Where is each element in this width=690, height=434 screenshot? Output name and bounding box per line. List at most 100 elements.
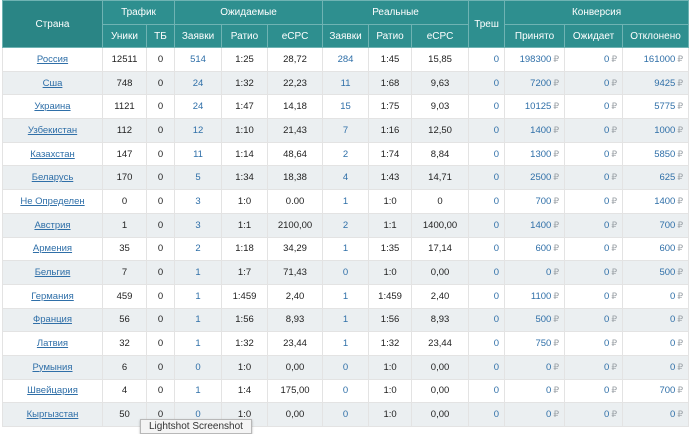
trash-link[interactable]: 0 (493, 267, 500, 279)
country-link[interactable]: Россия (36, 53, 69, 65)
real-requests-link[interactable]: 284 (337, 53, 354, 65)
real-requests-link[interactable]: 2 (342, 148, 349, 160)
accepted-link[interactable]: 1400 (530, 124, 552, 136)
real-requests-link[interactable]: 2 (342, 219, 349, 231)
accepted-link[interactable]: 10125 (524, 101, 552, 113)
header-waiting[interactable]: Ожидает (564, 24, 624, 48)
trash-link[interactable]: 0 (493, 77, 500, 89)
expected-requests-link[interactable]: 12 (192, 124, 204, 136)
expected-requests-link[interactable]: 514 (190, 53, 206, 65)
real-requests-link[interactable]: 15 (340, 101, 351, 113)
accepted-link[interactable]: 750 (535, 338, 552, 350)
expected-requests-link[interactable]: 1 (195, 385, 201, 397)
accepted-link[interactable]: 600 (535, 243, 552, 255)
rejected-link[interactable]: 500 (659, 267, 676, 279)
trash-link[interactable]: 0 (493, 361, 500, 373)
trash-link[interactable]: 0 (493, 314, 500, 326)
accepted-link[interactable]: 2500 (530, 172, 552, 184)
rejected-link[interactable]: 0 (670, 338, 676, 350)
trash-link[interactable]: 0 (493, 338, 500, 350)
trash-link[interactable]: 0 (493, 195, 500, 207)
accepted-link[interactable]: 0 (546, 385, 552, 397)
header-real-requests[interactable]: Заявки (322, 24, 370, 48)
expected-requests-link[interactable]: 11 (193, 148, 203, 160)
trash-link[interactable]: 0 (493, 124, 500, 136)
rejected-link[interactable]: 0 (670, 290, 676, 302)
header-real-ecpc[interactable]: eCPC (411, 24, 470, 48)
trash-link[interactable]: 0 (493, 409, 500, 421)
expected-requests-link[interactable]: 1 (195, 338, 201, 350)
waiting-link[interactable]: 0 (604, 124, 610, 136)
trash-link[interactable]: 0 (493, 243, 500, 255)
accepted-link[interactable]: 0 (546, 361, 552, 373)
trash-link[interactable]: 0 (493, 101, 500, 113)
real-requests-link[interactable]: 4 (342, 172, 349, 184)
country-link[interactable]: Швейцария (27, 385, 78, 397)
expected-requests-link[interactable]: 1 (195, 290, 201, 302)
trash-link[interactable]: 0 (493, 148, 500, 160)
country-link[interactable]: Австрия (34, 219, 71, 231)
header-real-ratio[interactable]: Ратио (368, 24, 413, 48)
rejected-link[interactable]: 625 (659, 172, 676, 184)
real-requests-link[interactable]: 0 (342, 409, 349, 421)
real-requests-link[interactable]: 0 (342, 267, 349, 279)
accepted-link[interactable]: 0 (546, 409, 552, 421)
accepted-link[interactable]: 0 (546, 267, 552, 279)
accepted-link[interactable]: 700 (535, 195, 552, 207)
header-expected-ecpc[interactable]: eCPC (267, 24, 324, 48)
waiting-link[interactable]: 0 (604, 101, 610, 113)
accepted-link[interactable]: 500 (535, 314, 552, 326)
rejected-link[interactable]: 1000 (654, 124, 676, 136)
trash-link[interactable]: 0 (493, 219, 500, 231)
waiting-link[interactable]: 0 (604, 243, 610, 255)
country-link[interactable]: Украина (34, 101, 71, 113)
expected-requests-link[interactable]: 1 (195, 314, 201, 326)
header-expected-requests[interactable]: Заявки (174, 24, 223, 48)
trash-link[interactable]: 0 (493, 385, 500, 397)
waiting-link[interactable]: 0 (604, 314, 610, 326)
rejected-link[interactable]: 9425 (654, 77, 676, 89)
rejected-link[interactable]: 0 (670, 314, 676, 326)
rejected-link[interactable]: 700 (659, 385, 676, 397)
rejected-link[interactable]: 600 (659, 243, 676, 255)
accepted-link[interactable]: 1300 (530, 148, 552, 160)
header-country[interactable]: Страна (2, 0, 103, 48)
country-link[interactable]: Узбекистан (27, 124, 78, 136)
expected-requests-link[interactable]: 1 (195, 267, 201, 279)
real-requests-link[interactable]: 11 (340, 77, 351, 89)
country-link[interactable]: Кыргызстан (26, 409, 79, 421)
expected-requests-link[interactable]: 0 (195, 361, 201, 373)
country-link[interactable]: Румыния (32, 361, 73, 373)
real-requests-link[interactable]: 0 (342, 361, 349, 373)
waiting-link[interactable]: 0 (604, 53, 610, 65)
real-requests-link[interactable]: 1 (342, 243, 349, 255)
rejected-link[interactable]: 700 (659, 219, 676, 231)
real-requests-link[interactable]: 1 (342, 195, 349, 207)
expected-requests-link[interactable]: 3 (195, 219, 201, 231)
waiting-link[interactable]: 0 (604, 219, 610, 231)
waiting-link[interactable]: 0 (604, 172, 610, 184)
expected-requests-link[interactable]: 5 (195, 172, 201, 184)
real-requests-link[interactable]: 1 (342, 338, 349, 350)
country-link[interactable]: Казахстан (30, 148, 75, 160)
rejected-link[interactable]: 1400 (654, 195, 676, 207)
real-requests-link[interactable]: 1 (342, 314, 349, 326)
trash-link[interactable]: 0 (493, 290, 500, 302)
waiting-link[interactable]: 0 (604, 409, 610, 421)
header-expected-ratio[interactable]: Ратио (221, 24, 269, 48)
header-unique[interactable]: Уники (102, 24, 147, 48)
real-requests-link[interactable]: 7 (342, 124, 349, 136)
country-link[interactable]: Франция (33, 314, 72, 326)
expected-requests-link[interactable]: 2 (195, 243, 201, 255)
waiting-link[interactable]: 0 (604, 267, 610, 279)
expected-requests-link[interactable]: 24 (192, 101, 204, 113)
accepted-link[interactable]: 198300 (519, 53, 552, 65)
header-trash[interactable]: Треш (468, 0, 506, 48)
expected-requests-link[interactable]: 3 (195, 195, 201, 207)
waiting-link[interactable]: 0 (604, 290, 610, 302)
country-link[interactable]: Бельгия (34, 267, 71, 279)
country-link[interactable]: Сша (42, 77, 63, 89)
country-link[interactable]: Не Определен (20, 195, 85, 207)
expected-requests-link[interactable]: 0 (195, 409, 201, 421)
rejected-link[interactable]: 5775 (654, 101, 676, 113)
